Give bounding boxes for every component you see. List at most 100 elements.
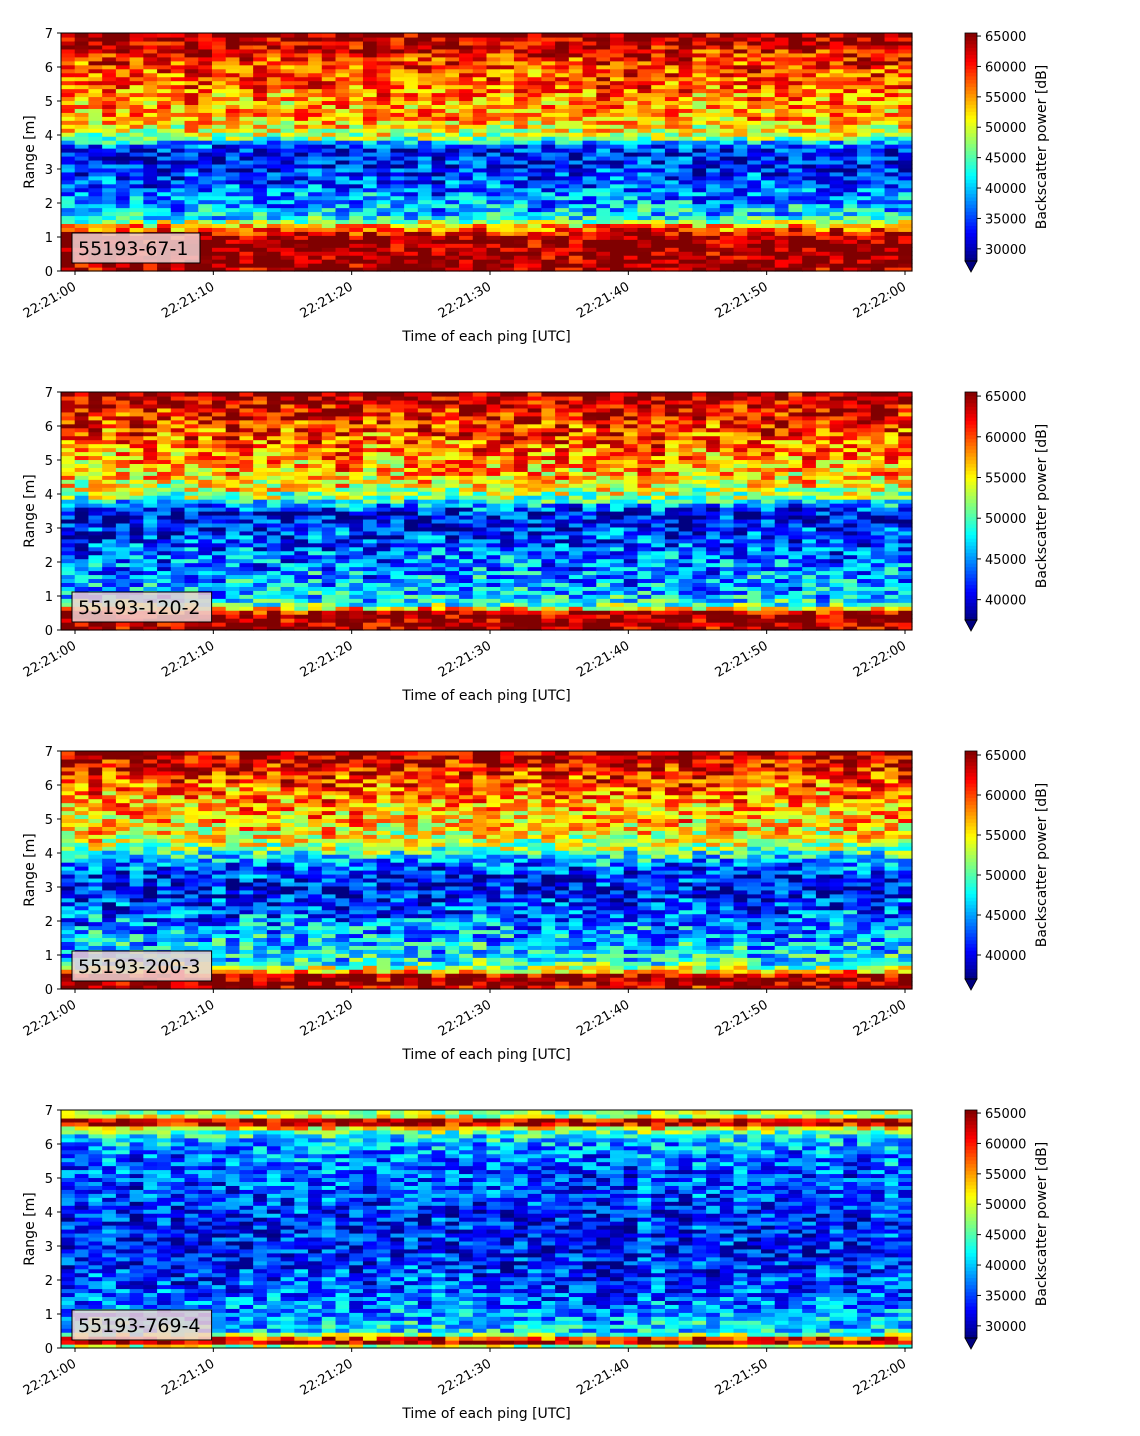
heatmap-cell: [376, 159, 392, 165]
heatmap-cell: [513, 199, 529, 205]
heatmap-cell: [198, 112, 213, 117]
heatmap-cell: [623, 183, 639, 189]
heatmap-cell: [761, 235, 776, 240]
heatmap-cell: [335, 251, 350, 256]
heatmap-cell: [362, 40, 378, 46]
heatmap-cell: [870, 96, 886, 102]
colorbar-segment: [965, 79, 977, 84]
heatmap-cell: [143, 76, 158, 82]
heatmap-cell: [129, 112, 144, 117]
heatmap-cell: [596, 267, 611, 272]
heatmap-cell: [802, 120, 817, 125]
heatmap-cell: [541, 235, 556, 240]
heatmap-cell: [143, 507, 158, 512]
heatmap-cell: [115, 471, 131, 476]
heatmap-cell: [280, 586, 295, 591]
heatmap-cell: [266, 610, 282, 615]
heatmap-cell: [102, 56, 117, 62]
heatmap-cell: [692, 40, 707, 46]
heatmap-cell: [719, 255, 735, 260]
heatmap-cell: [568, 100, 584, 105]
heatmap-cell: [431, 33, 446, 38]
heatmap-cell: [610, 44, 625, 50]
heatmap-cell: [184, 514, 199, 520]
heatmap-cell: [610, 155, 625, 161]
heatmap-cell: [486, 163, 501, 169]
heatmap-cell: [651, 219, 666, 224]
heatmap-cell: [143, 475, 158, 480]
heatmap-cell: [733, 187, 748, 193]
heatmap-cell: [225, 586, 241, 591]
heatmap-cell: [582, 96, 597, 102]
heatmap-cell: [706, 215, 721, 221]
heatmap-cell: [294, 530, 309, 536]
heatmap-cell: [143, 52, 158, 58]
heatmap-cell: [692, 96, 707, 102]
heatmap-cell: [211, 407, 227, 413]
colorbar-segment: [965, 147, 977, 152]
heatmap-cell: [239, 475, 254, 480]
heatmap-cell: [417, 263, 433, 268]
heatmap-cell: [157, 84, 172, 90]
heatmap-cell: [774, 64, 790, 70]
heatmap-cell: [376, 144, 392, 149]
heatmap-cell: [431, 136, 446, 141]
heatmap-cell: [431, 140, 446, 145]
heatmap-cell: [362, 152, 378, 157]
heatmap-cell: [390, 152, 405, 157]
heatmap-cell: [417, 33, 433, 38]
heatmap-cell: [266, 267, 282, 272]
heatmap-cell: [115, 112, 131, 117]
heatmap-cell: [253, 530, 268, 536]
heatmap-cell: [239, 395, 254, 401]
heatmap-cell: [568, 116, 584, 121]
heatmap-cell: [843, 183, 858, 189]
heatmap-cell: [170, 211, 186, 217]
heatmap-cell: [321, 187, 337, 193]
heatmap-cell: [115, 263, 131, 268]
heatmap-cell: [225, 451, 241, 457]
heatmap-cell: [184, 88, 199, 94]
heatmap-cell: [404, 136, 419, 141]
heatmap-cell: [88, 518, 103, 524]
heatmap-cell: [74, 203, 90, 209]
heatmap-cell: [747, 243, 762, 248]
heatmap-cell: [157, 120, 172, 125]
heatmap-cell: [225, 503, 241, 508]
heatmap-cell: [733, 140, 748, 145]
heatmap-cell: [513, 227, 529, 232]
heatmap-cell: [321, 36, 337, 42]
heatmap-cell: [706, 64, 721, 70]
heatmap-cell: [294, 112, 309, 117]
colorbar-segment: [965, 122, 977, 127]
heatmap-cell: [788, 120, 803, 125]
heatmap-cell: [102, 586, 117, 591]
heatmap-cell: [829, 255, 844, 260]
heatmap-cell: [253, 255, 268, 260]
heatmap-cell: [733, 64, 748, 70]
heatmap-cell: [211, 570, 227, 576]
heatmap-cell: [335, 132, 350, 137]
heatmap-cell: [184, 570, 199, 576]
heatmap-cell: [815, 108, 831, 113]
heatmap-cell: [198, 33, 213, 38]
heatmap-cell: [390, 211, 405, 217]
heatmap-cell: [198, 479, 213, 484]
heatmap-cell: [678, 231, 693, 236]
heatmap-cell: [651, 100, 666, 105]
heatmap-cell: [61, 255, 76, 260]
heatmap-cell: [280, 574, 295, 580]
heatmap-cell: [459, 132, 474, 137]
heatmap-cell: [211, 80, 227, 86]
heatmap-cell: [829, 219, 844, 224]
heatmap-cell: [527, 76, 543, 82]
heatmap-cell: [211, 463, 227, 468]
heatmap-cell: [802, 136, 817, 141]
heatmap-cell: [417, 227, 433, 232]
heatmap-cell: [459, 199, 474, 205]
heatmap-cell: [513, 187, 529, 193]
heatmap-cell: [541, 44, 556, 50]
heatmap-cell: [170, 76, 186, 82]
heatmap-cell: [129, 475, 144, 480]
heatmap-cell: [266, 72, 282, 78]
